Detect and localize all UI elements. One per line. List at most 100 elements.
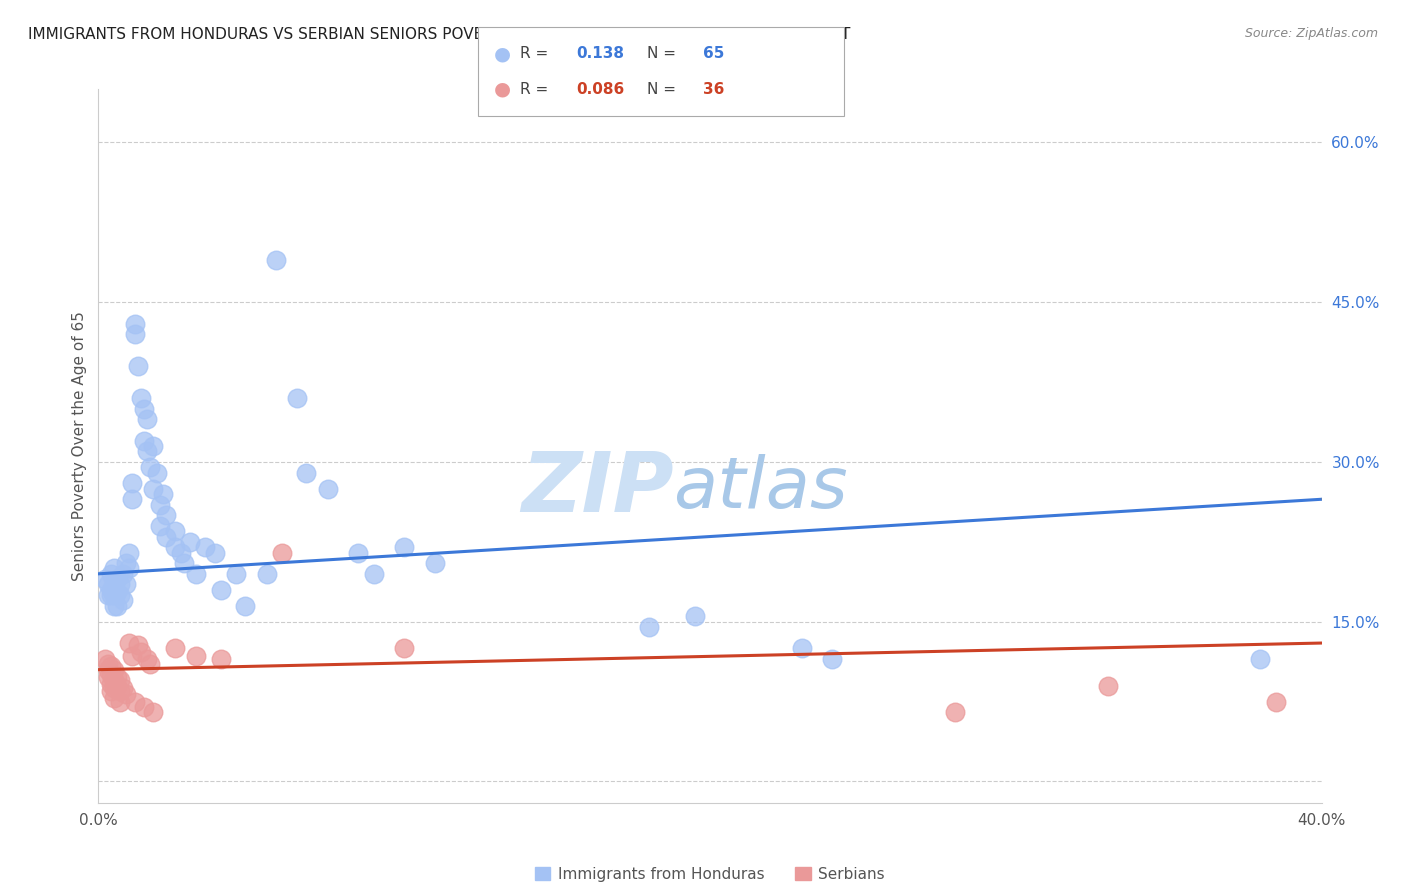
Point xyxy=(186,566,208,581)
Text: 36: 36 xyxy=(703,81,724,96)
Point xyxy=(103,577,125,591)
Point xyxy=(152,487,174,501)
Point xyxy=(108,588,131,602)
Text: R =: R = xyxy=(520,81,554,96)
Point xyxy=(1264,695,1286,709)
Point xyxy=(129,644,152,658)
Point xyxy=(103,588,125,602)
Point xyxy=(97,657,120,672)
Point xyxy=(1097,679,1119,693)
Text: IMMIGRANTS FROM HONDURAS VS SERBIAN SENIORS POVERTY OVER THE AGE OF 65 CORRELATI: IMMIGRANTS FROM HONDURAS VS SERBIAN SENI… xyxy=(28,27,851,42)
Point xyxy=(209,582,232,597)
Point xyxy=(316,482,339,496)
Point xyxy=(155,529,177,543)
Point xyxy=(93,572,115,586)
Point xyxy=(100,566,122,581)
Point xyxy=(142,706,165,720)
Point xyxy=(108,577,131,591)
Point xyxy=(683,609,706,624)
Point xyxy=(392,540,416,554)
Point xyxy=(295,466,318,480)
Point xyxy=(124,317,146,331)
Point xyxy=(100,668,122,682)
Point xyxy=(108,684,131,698)
Point xyxy=(100,684,122,698)
Point xyxy=(124,695,146,709)
Text: atlas: atlas xyxy=(673,454,848,524)
Text: ●: ● xyxy=(494,79,510,98)
Text: 0.086: 0.086 xyxy=(576,81,624,96)
Text: N =: N = xyxy=(647,46,681,62)
Point xyxy=(209,652,232,666)
Point xyxy=(121,492,143,507)
Point xyxy=(105,572,128,586)
Legend: Immigrants from Honduras, Serbians: Immigrants from Honduras, Serbians xyxy=(529,861,891,888)
Point xyxy=(111,681,134,695)
Point xyxy=(118,545,141,559)
Point xyxy=(103,691,125,706)
Point xyxy=(142,439,165,453)
Point xyxy=(149,498,172,512)
Point xyxy=(256,566,278,581)
Point xyxy=(103,681,125,695)
Point xyxy=(118,561,141,575)
Point xyxy=(134,434,156,448)
Text: 65: 65 xyxy=(703,46,724,62)
Point xyxy=(163,641,186,656)
Point xyxy=(392,641,416,656)
Point xyxy=(186,648,208,663)
Point xyxy=(108,673,131,688)
Point xyxy=(264,252,287,267)
Point xyxy=(139,657,162,672)
Point xyxy=(163,540,186,554)
Point xyxy=(139,460,162,475)
Point xyxy=(127,359,149,373)
Text: ZIP: ZIP xyxy=(520,449,673,529)
Point xyxy=(136,412,159,426)
Point xyxy=(93,652,115,666)
Point xyxy=(105,679,128,693)
Point xyxy=(943,706,966,720)
Point xyxy=(1249,652,1271,666)
Point xyxy=(149,519,172,533)
Point xyxy=(103,599,125,613)
Point xyxy=(204,545,226,559)
Point xyxy=(105,599,128,613)
Point xyxy=(136,444,159,458)
Point xyxy=(103,663,125,677)
Point xyxy=(108,695,131,709)
Point xyxy=(118,636,141,650)
Point xyxy=(100,582,122,597)
Point xyxy=(790,641,813,656)
Point xyxy=(100,588,122,602)
Point xyxy=(423,556,446,570)
Point xyxy=(170,545,193,559)
Text: R =: R = xyxy=(520,46,554,62)
Point xyxy=(97,577,120,591)
Text: ●: ● xyxy=(494,45,510,63)
Point xyxy=(100,659,122,673)
Point xyxy=(134,401,156,416)
Y-axis label: Seniors Poverty Over the Age of 65: Seniors Poverty Over the Age of 65 xyxy=(72,311,87,581)
Point xyxy=(115,577,138,591)
Point xyxy=(194,540,217,554)
Point xyxy=(105,670,128,684)
Point xyxy=(97,588,120,602)
Point xyxy=(121,648,143,663)
Point xyxy=(129,391,152,405)
Point xyxy=(124,327,146,342)
Point xyxy=(145,466,167,480)
Point xyxy=(225,566,247,581)
Point xyxy=(155,508,177,523)
Point xyxy=(363,566,385,581)
Point xyxy=(821,652,844,666)
Point xyxy=(179,534,201,549)
Point xyxy=(637,620,661,634)
Point xyxy=(127,638,149,652)
Point xyxy=(121,476,143,491)
Point xyxy=(97,670,120,684)
Point xyxy=(105,585,128,599)
Point xyxy=(111,566,134,581)
Point xyxy=(103,673,125,688)
Point xyxy=(285,391,308,405)
